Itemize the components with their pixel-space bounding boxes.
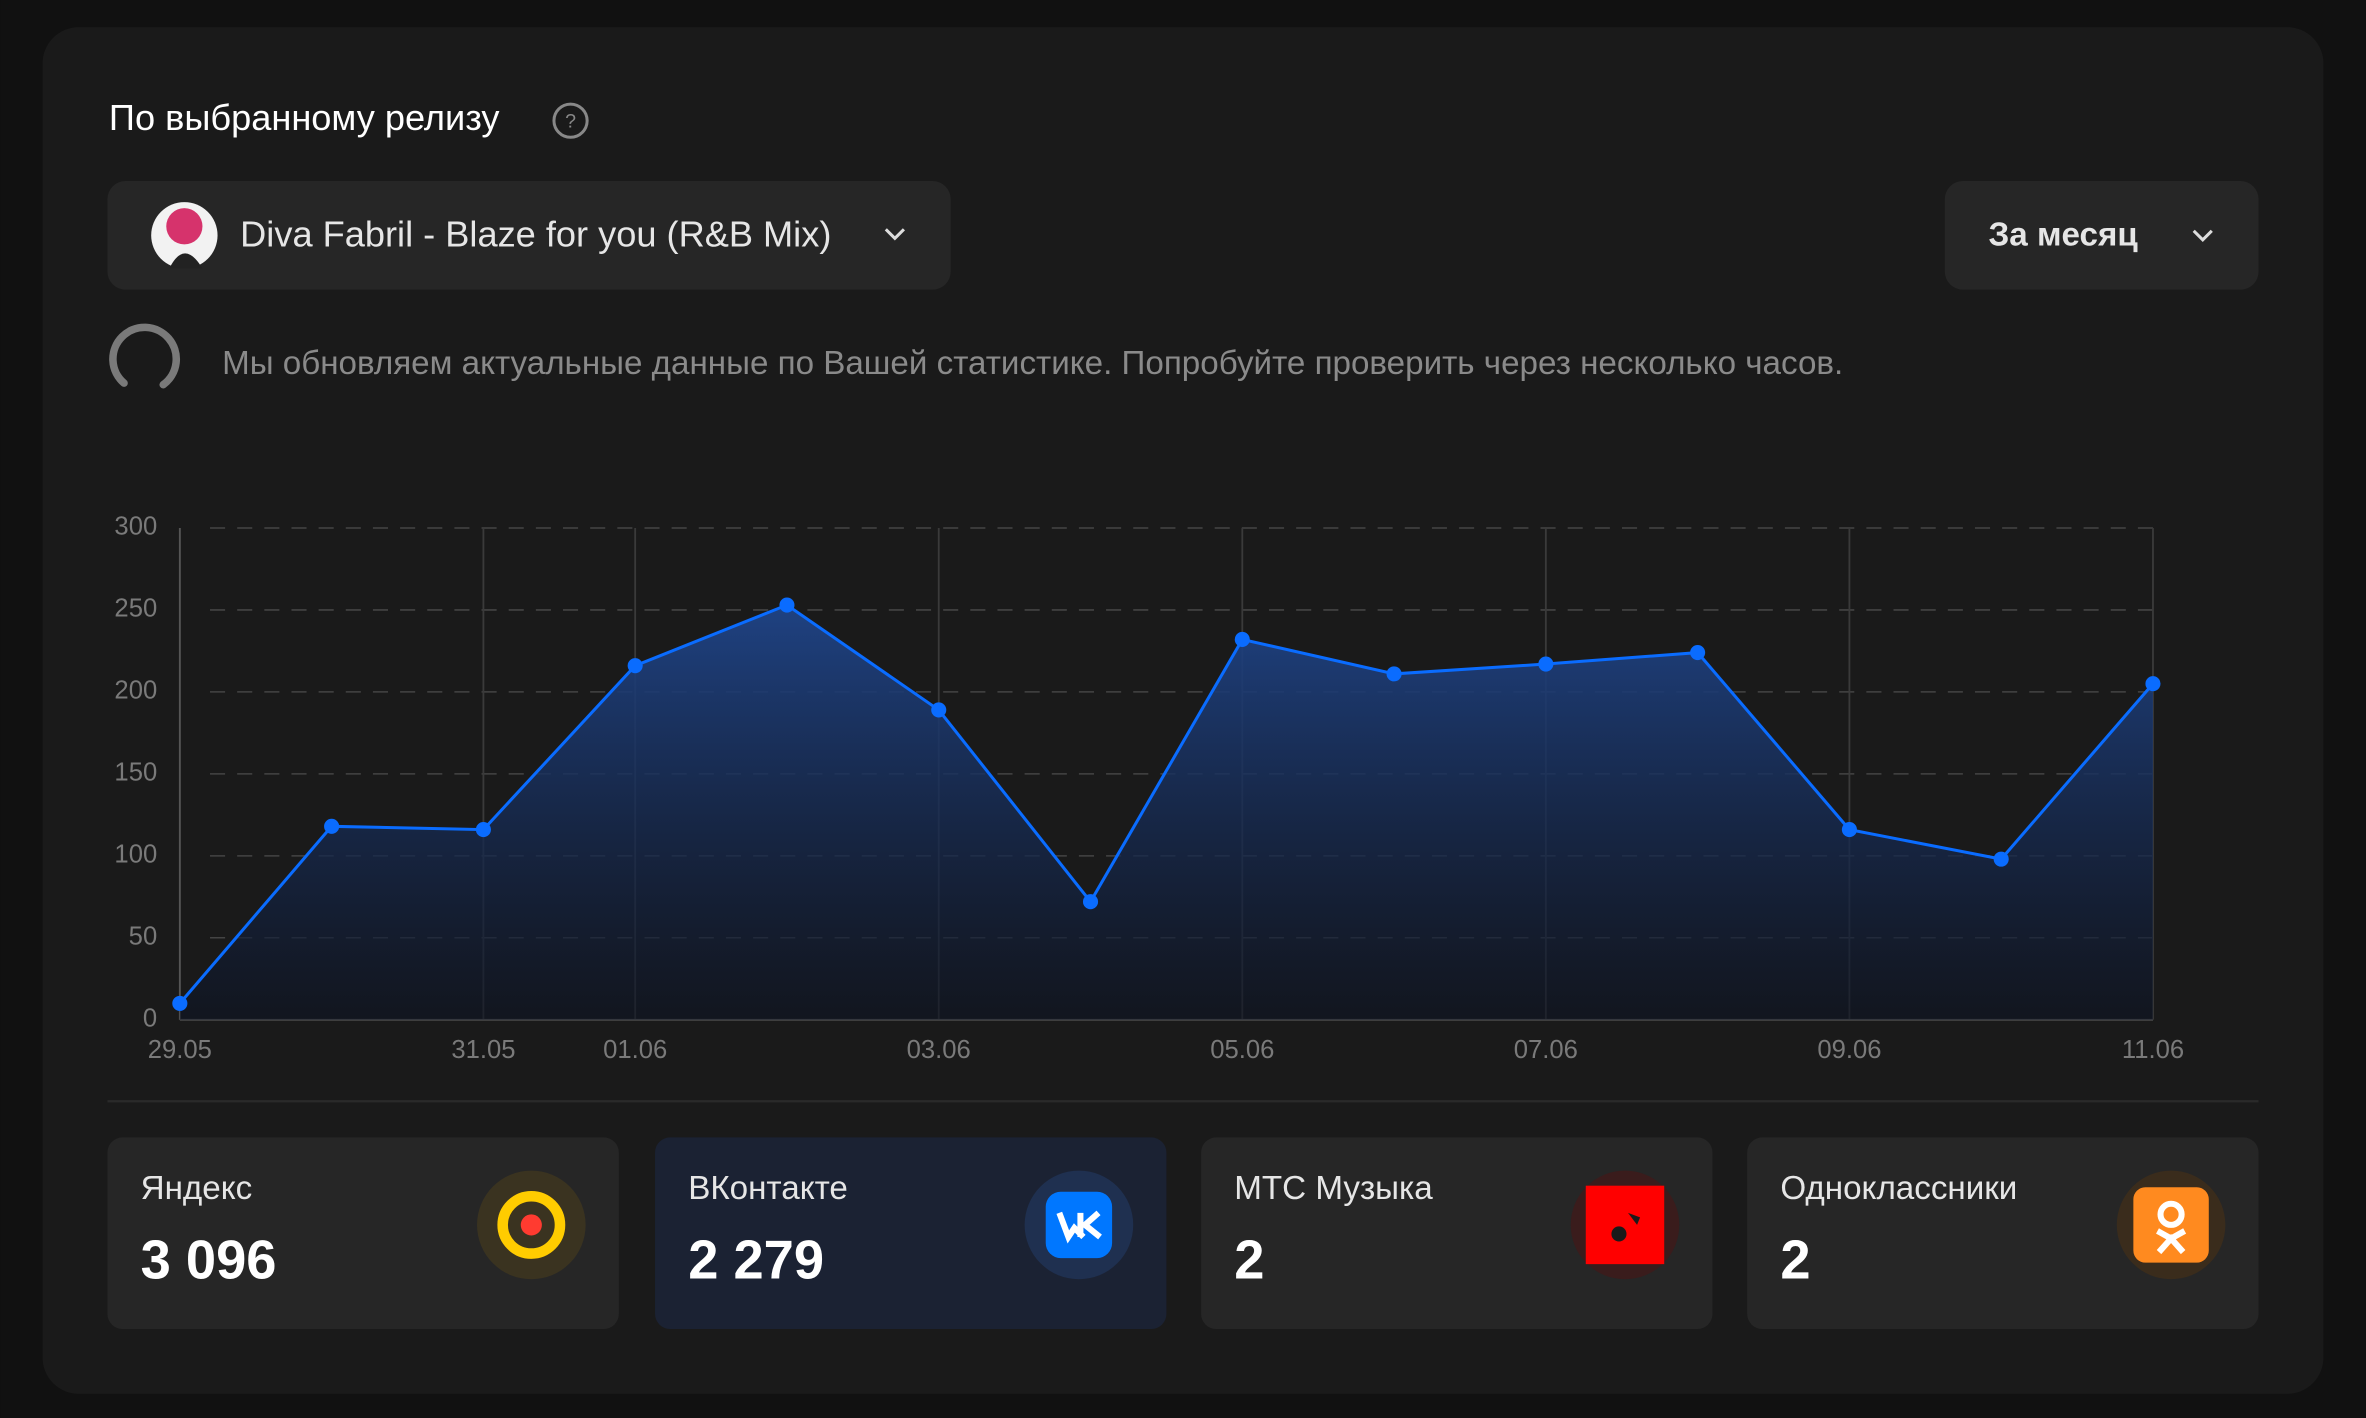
icon xyxy=(1628,1212,1641,1225)
point xyxy=(2145,676,2161,692)
svg-text:?: ? xyxy=(565,110,576,132)
icon xyxy=(497,1190,566,1259)
stat-label: Одноклассники xyxy=(1780,1170,2017,1207)
notice: Мы обновляем актуальные данные по Вашей … xyxy=(222,345,1843,382)
stat-label: ВКонтакте xyxy=(688,1170,848,1207)
stat-card xyxy=(655,1137,1167,1329)
point xyxy=(172,995,188,1011)
panel xyxy=(42,27,2324,1394)
icon xyxy=(2157,1200,2185,1228)
icon xyxy=(1056,1210,1102,1244)
stat-value: 2 xyxy=(1780,1229,1810,1290)
point xyxy=(1234,631,1250,647)
period-label: За месяц xyxy=(1989,217,2139,254)
help-icon[interactable]: ? xyxy=(552,102,589,139)
icon xyxy=(1611,1226,1627,1242)
loading-spinner xyxy=(109,323,180,389)
x-tick-label: 07.06 xyxy=(1514,1036,1578,1064)
release-select[interactable]: Diva Fabril - Blaze for you (R&B Mix) xyxy=(107,181,951,290)
x-tick-label: 01.06 xyxy=(603,1036,667,1064)
point xyxy=(1841,822,1857,838)
x-tick-label: 11.06 xyxy=(2122,1036,2184,1064)
y-tick-label: 100 xyxy=(114,841,157,869)
point xyxy=(627,658,643,674)
point xyxy=(475,822,491,838)
x-tick-label: 31.05 xyxy=(451,1036,515,1064)
release-name: Diva Fabril - Blaze for you (R&B Mix) xyxy=(240,213,831,254)
period-select[interactable]: За месяц xyxy=(1944,181,2259,290)
stat-value: 2 279 xyxy=(688,1229,824,1290)
x-tick-label: 29.05 xyxy=(148,1036,212,1064)
y-tick-label: 300 xyxy=(114,513,157,541)
section-title: По выбранному релизу xyxy=(109,97,500,138)
y-tick-label: 50 xyxy=(129,923,158,951)
stat-card xyxy=(1747,1137,2259,1329)
point xyxy=(931,702,947,718)
y-tick-label: 0 xyxy=(143,1005,157,1033)
x-tick-label: 05.06 xyxy=(1210,1036,1274,1064)
icon xyxy=(2156,1228,2187,1255)
stat-value: 3 096 xyxy=(141,1229,277,1290)
y-tick-label: 150 xyxy=(114,759,157,787)
point xyxy=(1993,851,2009,867)
y-tick-label: 250 xyxy=(114,595,157,623)
area-fill xyxy=(179,605,2153,1020)
y-tick-label: 200 xyxy=(114,677,157,705)
icon xyxy=(1585,1185,1665,1265)
x-tick-label: 09.06 xyxy=(1817,1036,1881,1064)
x-tick-label: 03.06 xyxy=(907,1036,971,1064)
stat-label: Яндекс xyxy=(141,1170,253,1207)
stat-value: 2 xyxy=(1234,1229,1264,1290)
line xyxy=(178,603,2155,1005)
stat-label: МТС Музыка xyxy=(1234,1170,1433,1207)
point xyxy=(1082,894,1099,910)
icon xyxy=(520,1214,542,1236)
stat-cards: Яндекс 3 096 ВКонтакте 2 279 МТС Музыка 2 Одно… xyxy=(107,1137,2259,1329)
point xyxy=(779,597,795,613)
chart: 0 50 100 150 200 250 300 29.05 31.05 01.06 03.06 05… xyxy=(114,513,2184,1064)
point xyxy=(1690,645,1706,661)
stat-card xyxy=(1201,1137,1713,1329)
stat-card xyxy=(107,1137,619,1329)
point xyxy=(1538,656,1554,672)
point xyxy=(1386,666,1402,682)
point xyxy=(324,818,340,834)
